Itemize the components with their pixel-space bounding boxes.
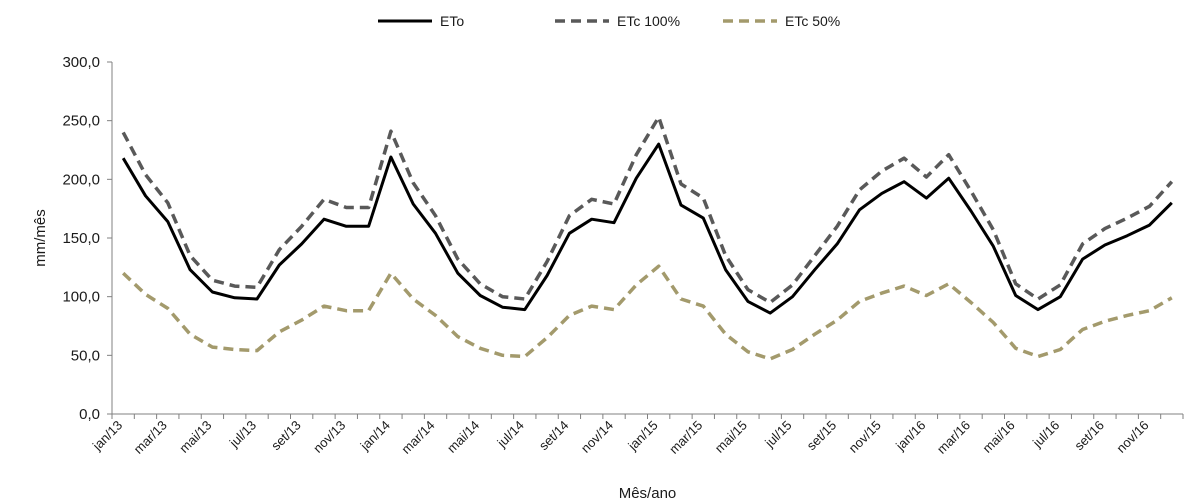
legend-label: ETc 100% (617, 13, 680, 29)
legend-label: ETc 50% (785, 13, 840, 29)
x-tick-label: jul/16 (1029, 418, 1062, 451)
x-tick-label: mai/13 (176, 418, 214, 456)
y-tick-label: 0,0 (79, 406, 100, 423)
series-layer (121, 115, 1174, 361)
x-tick-label: nov/13 (310, 418, 348, 456)
x-tick-label: jan/15 (624, 418, 660, 454)
x-tick-label: mai/16 (980, 418, 1018, 456)
y-tick-label: 200,0 (62, 171, 100, 188)
x-tick-label: jan/14 (357, 418, 393, 454)
x-tick-label: mai/14 (444, 418, 482, 456)
x-tick-label: jul/13 (226, 418, 259, 451)
x-tick-label: mar/15 (666, 418, 705, 457)
x-axis-title: Mês/ano (619, 485, 677, 502)
x-tick-label: jul/15 (761, 418, 794, 451)
legend-label: ETo (440, 13, 464, 29)
series-line-1 (121, 115, 1174, 305)
y-tick-label: 150,0 (62, 230, 100, 247)
x-tick-label: set/16 (1071, 418, 1107, 454)
x-tick-label: mai/15 (712, 418, 750, 456)
x-tick-label: nov/15 (846, 418, 884, 456)
y-tick-label: 250,0 (62, 113, 100, 130)
x-tick-label: jul/14 (494, 418, 527, 451)
x-tick-label: nov/14 (578, 418, 616, 456)
series-line-2 (121, 264, 1173, 361)
x-tick-label: set/14 (536, 418, 572, 454)
y-axis-title: mm/mês (32, 209, 49, 267)
x-tick-label: mar/13 (131, 418, 170, 457)
y-tick-label: 50,0 (71, 347, 100, 364)
x-tick-label: set/13 (268, 418, 304, 454)
x-tick-label: jan/16 (892, 418, 928, 454)
x-tick-label: mar/14 (398, 418, 437, 457)
series-line-0 (121, 142, 1173, 315)
legend: ETo ETc 100% ETc 50% (378, 13, 840, 29)
y-tick-label: 300,0 (62, 54, 100, 71)
x-tick-label: set/15 (804, 418, 840, 454)
y-tick-label: 100,0 (62, 289, 100, 306)
x-tick-label: nov/16 (1113, 418, 1151, 456)
x-tick-label: mar/16 (934, 418, 973, 457)
